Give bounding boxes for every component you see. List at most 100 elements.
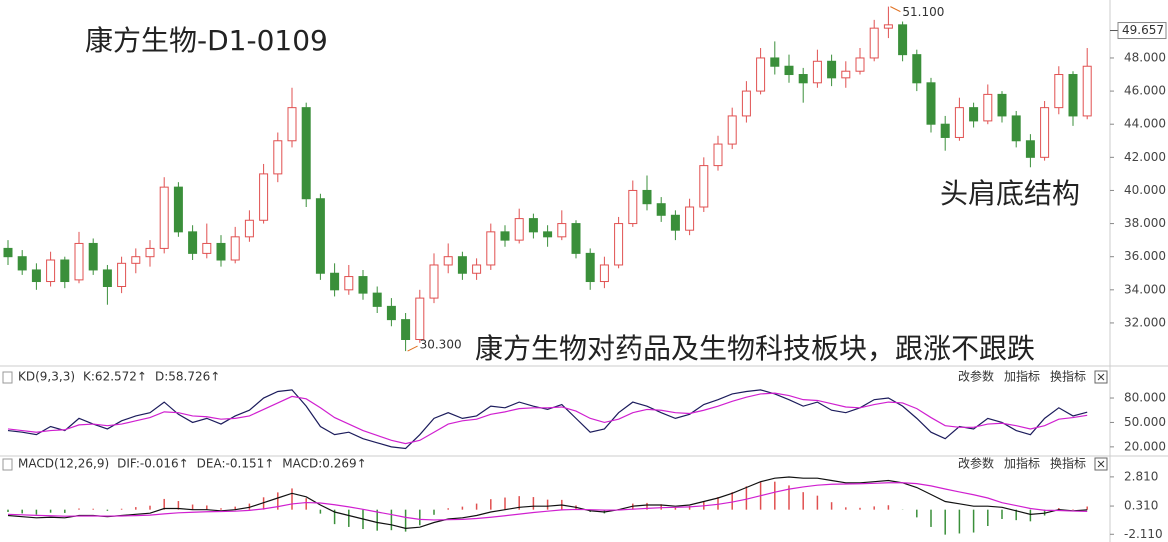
annotation: 康方生物对药品及生物科技板块，跟涨不跟跌: [475, 332, 1035, 365]
histogram-bar: [972, 509, 975, 533]
histogram-bar: [78, 508, 80, 510]
low-label: 30.300: [420, 338, 462, 352]
price-tag: [1117, 22, 1167, 40]
candle-body: [699, 165, 709, 208]
histogram-bar: [21, 509, 23, 514]
y-tick-label: 48.000: [1124, 50, 1166, 64]
candle-body: [855, 57, 865, 72]
candle-body: [585, 252, 595, 283]
toolbar-button[interactable]: 改参数: [958, 369, 994, 384]
candle-body: [117, 262, 127, 288]
histogram-bar: [944, 509, 946, 535]
candle-body: [812, 60, 822, 84]
candle-body: [88, 242, 98, 271]
candle-body: [287, 107, 297, 142]
histogram-bar: [135, 507, 137, 510]
toolbar-button[interactable]: 换指标: [1050, 369, 1086, 384]
legend-entry: MACD:0.269↑: [282, 457, 366, 471]
histogram-bar: [390, 509, 393, 531]
candle-body: [486, 231, 496, 266]
histogram-bar: [262, 497, 265, 510]
toolbar-button[interactable]: 加指标: [1004, 369, 1040, 384]
y-tick-label: 2.810: [1124, 469, 1158, 483]
histogram-bar: [447, 508, 449, 510]
close-icon: [1097, 373, 1105, 381]
candle-body: [315, 198, 325, 274]
histogram-bar: [319, 509, 322, 514]
histogram-bar: [248, 503, 251, 510]
candle-body: [273, 140, 283, 175]
histogram-bar: [674, 507, 677, 510]
histogram-bar: [1086, 506, 1088, 510]
histogram-bar: [802, 492, 804, 510]
candle-body: [31, 269, 41, 283]
histogram-bar: [404, 509, 407, 532]
histogram-bar: [35, 509, 38, 515]
histogram-bar: [419, 509, 421, 526]
candle-body: [770, 57, 780, 67]
toolbar-button[interactable]: 换指标: [1050, 456, 1086, 471]
histogram-bar: [546, 499, 549, 510]
y-tick-label: 34.000: [1124, 282, 1166, 296]
candle-body: [628, 189, 638, 225]
candle-body: [656, 203, 666, 216]
chart-title: 康方生物-D1-0109: [85, 24, 328, 57]
histogram-bar: [291, 488, 293, 510]
candle-body: [46, 259, 56, 283]
candle-body: [841, 70, 851, 79]
candle-body: [372, 292, 382, 307]
histogram-bar: [788, 485, 790, 510]
indicator-name: MACD(12,26,9): [18, 457, 109, 471]
histogram-bar: [518, 496, 520, 510]
y-tick-label: 32.000: [1124, 315, 1166, 329]
histogram-bar: [234, 506, 236, 510]
help-icon[interactable]: [2, 371, 13, 384]
y-tick-label: -2.110: [1124, 527, 1163, 541]
candle-body: [230, 236, 240, 261]
candle-body: [472, 264, 482, 274]
candle-body: [997, 93, 1007, 117]
candle-body: [784, 65, 794, 76]
y-tick-label: 0.310: [1124, 499, 1158, 513]
y-tick-label: 40.000: [1124, 183, 1166, 197]
candle-body: [926, 82, 936, 125]
histogram-bar: [333, 509, 336, 525]
histogram-bar: [660, 504, 662, 510]
candle-body: [3, 247, 13, 258]
candle-body: [386, 305, 396, 321]
toolbar-button[interactable]: 改参数: [958, 456, 994, 471]
candle-body: [898, 24, 908, 56]
annotation-arrow: [890, 6, 901, 13]
candle-body: [145, 247, 155, 258]
candle-body: [159, 186, 169, 249]
histogram-bar: [106, 509, 109, 511]
candle-body: [543, 231, 553, 238]
histogram-bar: [220, 508, 222, 510]
candle-body: [514, 218, 524, 241]
histogram-bar: [7, 509, 9, 512]
histogram-bar: [845, 507, 847, 510]
candle-body: [798, 74, 808, 84]
candle-body: [883, 24, 893, 29]
candle-body: [17, 256, 27, 271]
candle-body: [188, 231, 198, 254]
legend-entry: DIF:-0.016↑: [117, 457, 189, 471]
histogram-bar: [688, 505, 691, 510]
histogram-bar: [1058, 508, 1060, 510]
legend-entry: K:62.572↑: [83, 370, 147, 384]
histogram-bar: [433, 509, 435, 515]
y-tick-label: 36.000: [1124, 249, 1166, 263]
candle-body: [358, 276, 368, 294]
candle-body: [60, 259, 70, 283]
help-icon[interactable]: [2, 458, 13, 471]
histogram-bar: [348, 509, 350, 527]
y-tick-label: 20.000: [1124, 439, 1166, 453]
candle-body: [969, 107, 979, 122]
toolbar-button[interactable]: 加指标: [1004, 456, 1040, 471]
candle-body: [202, 242, 212, 254]
candle-body: [557, 223, 567, 238]
candle-body: [727, 115, 737, 145]
histogram-bar: [149, 505, 151, 510]
